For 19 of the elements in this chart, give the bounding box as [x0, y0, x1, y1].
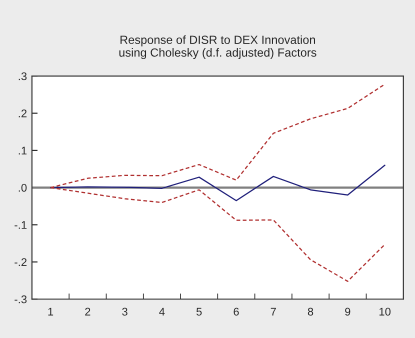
x-tick-label: 2: [85, 308, 90, 316]
line-series: [50, 164, 386, 202]
x-tick-label: 10: [379, 308, 391, 316]
y-tick-label: .1: [18, 146, 27, 154]
x-tick-label: 4: [159, 308, 165, 316]
chart-title: Response of DISR to DEX Innovation using Cholesky (d.f. adjusted) Factors: [119, 35, 316, 60]
x-tick-label: 3: [122, 308, 128, 316]
x-tick-label: 5: [196, 308, 202, 316]
x-tick-label: 9: [345, 308, 350, 316]
y-tick-label: .0: [18, 184, 27, 192]
y-tick-label: .2: [18, 109, 27, 118]
x-tick-label: 8: [308, 308, 314, 316]
x-tick-label: 1: [48, 308, 54, 316]
y-tick-label: -.1: [14, 221, 27, 229]
y-tick-label: -.2: [14, 258, 27, 266]
y-tick-label: -.3: [14, 295, 27, 304]
y-tick-label: .3: [18, 72, 27, 80]
x-tick-label: 7: [270, 308, 276, 316]
x-tick-label: 6: [234, 308, 239, 316]
